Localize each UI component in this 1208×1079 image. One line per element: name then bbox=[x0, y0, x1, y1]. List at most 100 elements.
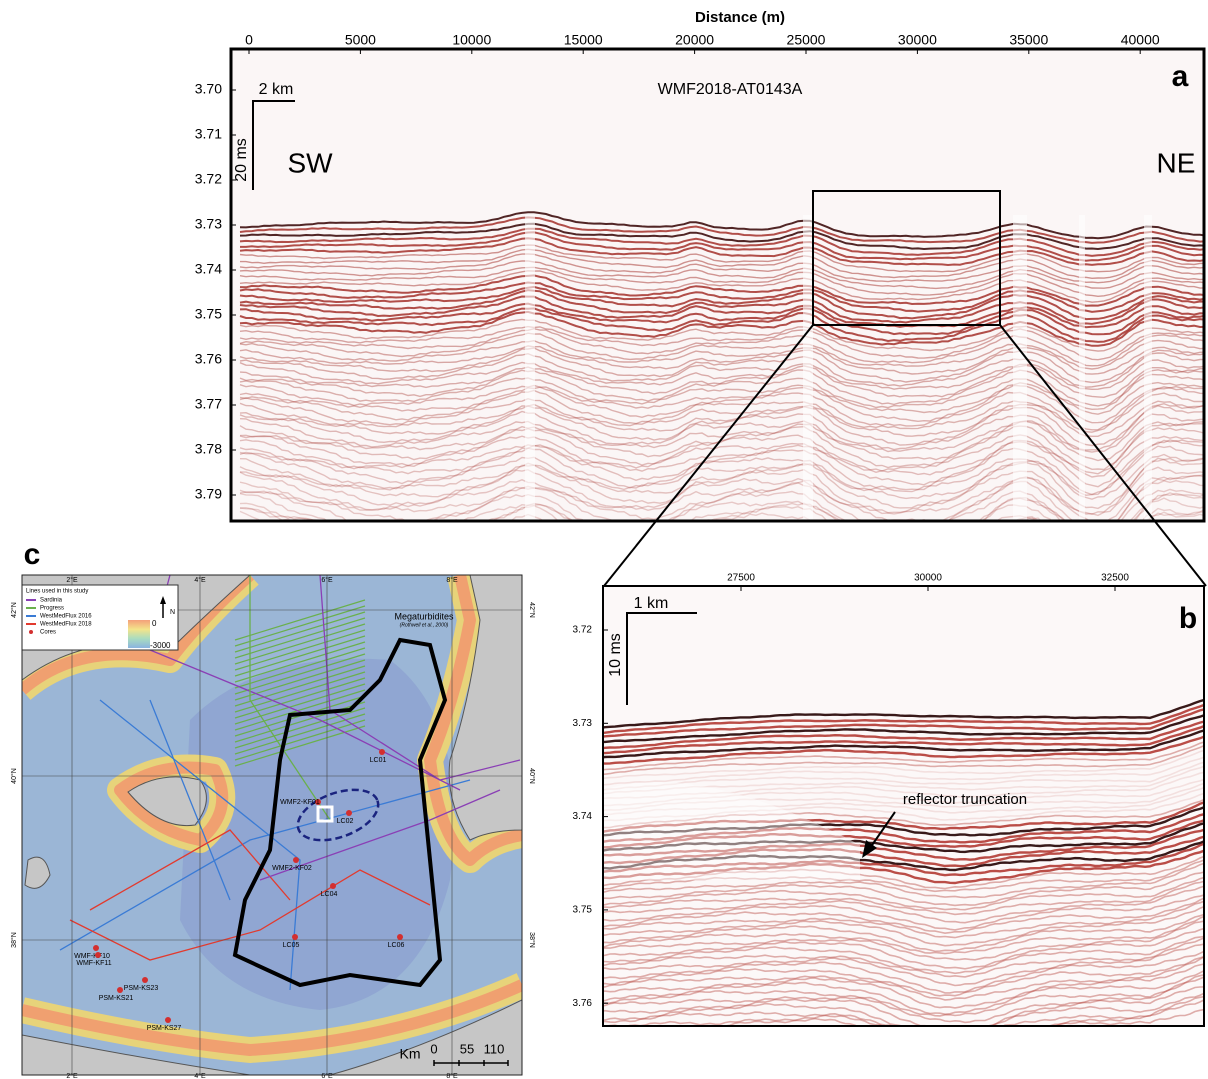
survey-line bbox=[234, 713, 366, 755]
reflector bbox=[239, 439, 1204, 488]
core-site bbox=[142, 977, 148, 983]
core-label: PSM-KS23 bbox=[124, 985, 159, 992]
shelf bbox=[424, 575, 522, 866]
core-label: LC04 bbox=[321, 891, 338, 898]
label: b bbox=[1179, 602, 1197, 635]
reflector bbox=[239, 439, 1204, 496]
colorbar bbox=[128, 620, 150, 648]
reflector bbox=[239, 445, 1204, 497]
reflector bbox=[239, 266, 1204, 298]
label: 6°E bbox=[321, 576, 333, 584]
reflector bbox=[603, 885, 1204, 924]
label: Progress bbox=[40, 606, 64, 612]
core-area bbox=[296, 788, 380, 842]
core-site bbox=[315, 799, 321, 805]
reflector bbox=[603, 880, 1204, 916]
reflector bbox=[603, 771, 1204, 800]
core-label: WMF-KF11 bbox=[76, 960, 111, 967]
reflector bbox=[603, 782, 1204, 812]
label: a bbox=[1172, 60, 1189, 93]
shelf bbox=[22, 979, 522, 1056]
survey-line bbox=[319, 575, 521, 781]
label: 15000 bbox=[564, 32, 603, 48]
zoom-box bbox=[812, 190, 1001, 326]
label: 3.78 bbox=[195, 441, 222, 457]
reflector bbox=[239, 253, 1204, 284]
reflector bbox=[603, 806, 1204, 837]
legend-swatch bbox=[29, 630, 33, 634]
map-frame bbox=[21, 574, 523, 1076]
reflector bbox=[239, 405, 1204, 451]
core-label: WMF2-KF01 bbox=[280, 799, 320, 806]
core-site bbox=[292, 934, 298, 940]
zoom-line bbox=[603, 324, 814, 587]
island bbox=[24, 856, 51, 889]
survey-line bbox=[234, 719, 366, 761]
reflector bbox=[603, 855, 1204, 890]
label: 6°E bbox=[321, 1072, 333, 1079]
core-label: LC05 bbox=[283, 942, 300, 949]
reflector bbox=[239, 281, 1204, 313]
reflector bbox=[603, 849, 1204, 885]
label: WestMedFlux 2018 bbox=[40, 622, 92, 628]
reflector bbox=[239, 237, 1204, 267]
reflector bbox=[239, 302, 1204, 336]
reflector bbox=[603, 995, 1204, 1026]
reflector bbox=[239, 325, 1204, 361]
shelf bbox=[114, 761, 229, 846]
reflector bbox=[239, 274, 1204, 307]
label: Cores bbox=[40, 630, 56, 636]
reflector bbox=[239, 384, 1204, 424]
label: 3.73 bbox=[195, 216, 222, 232]
label: 3.79 bbox=[195, 486, 222, 502]
survey-line bbox=[234, 665, 366, 707]
disturbance bbox=[525, 215, 535, 521]
reflector bbox=[603, 859, 1204, 893]
core-site bbox=[379, 749, 385, 755]
reflector bbox=[603, 822, 1204, 854]
north-arrowhead bbox=[160, 596, 166, 604]
label: 3.76 bbox=[573, 998, 593, 1009]
reflector bbox=[239, 427, 1204, 475]
reflector bbox=[240, 522, 1206, 579]
label: 4°E bbox=[194, 1072, 206, 1079]
map: LC01 LC02 WMF2-KF01 WMF2-KF02 LC04 LC05 LC06 WM… bbox=[22, 575, 522, 1075]
reflector bbox=[603, 735, 1204, 765]
reflector bbox=[603, 786, 1204, 816]
reflector bbox=[239, 347, 1204, 388]
panel-a-background bbox=[231, 49, 1204, 521]
reflector bbox=[603, 813, 1204, 844]
reflector bbox=[239, 289, 1204, 325]
reflector bbox=[239, 435, 1204, 478]
label: c bbox=[24, 538, 41, 571]
reflector bbox=[603, 955, 1204, 1001]
core-site bbox=[117, 987, 123, 993]
reflector bbox=[239, 310, 1204, 347]
label: 27500 bbox=[727, 573, 755, 584]
survey-line bbox=[149, 699, 231, 901]
reflector bbox=[603, 897, 1204, 935]
label: 3.72 bbox=[573, 625, 593, 636]
label: 3.74 bbox=[573, 811, 593, 822]
area-label: Megaturbidites bbox=[394, 611, 454, 621]
label: 32500 bbox=[1101, 573, 1129, 584]
survey-line bbox=[249, 575, 331, 821]
reflector bbox=[603, 969, 1204, 1016]
survey-line bbox=[69, 869, 431, 961]
reflector bbox=[603, 992, 1204, 1026]
reflector bbox=[239, 270, 1204, 303]
label: 3.73 bbox=[573, 718, 593, 729]
reflector bbox=[239, 332, 1204, 370]
truncation-zone bbox=[603, 782, 860, 880]
reflector bbox=[603, 963, 1204, 1009]
core-label: LC01 bbox=[370, 757, 387, 764]
reflector bbox=[603, 761, 1204, 791]
disturbance bbox=[1079, 215, 1085, 521]
reflector bbox=[239, 402, 1204, 447]
reflector bbox=[603, 828, 1204, 861]
reflector bbox=[603, 792, 1204, 822]
core-site bbox=[330, 883, 336, 889]
reflector bbox=[603, 915, 1204, 955]
label: 3.71 bbox=[195, 126, 222, 142]
label: 30000 bbox=[914, 573, 942, 584]
